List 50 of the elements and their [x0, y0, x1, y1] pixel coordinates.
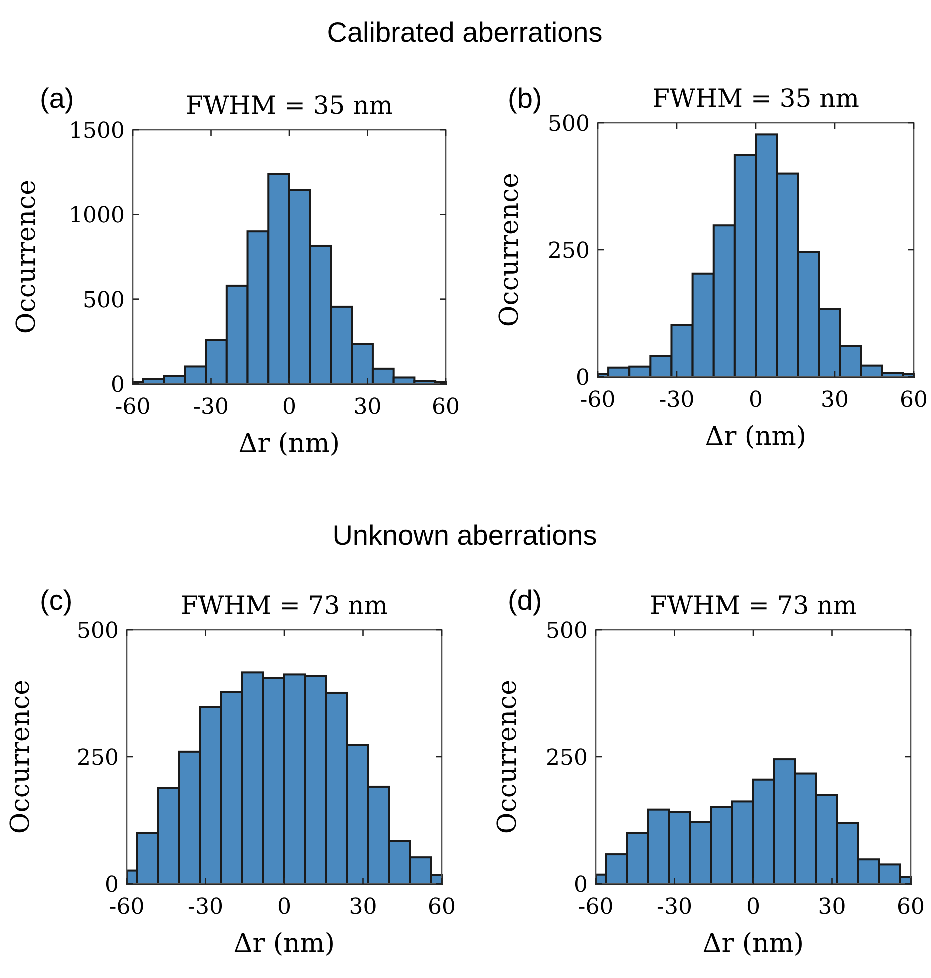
x-tick-label: 60: [428, 895, 456, 920]
x-tick-label: 30: [821, 388, 849, 413]
x-tick-label: 30: [818, 895, 846, 920]
y-axis-title: Occurrence: [495, 172, 525, 328]
y-tick-label: 500: [548, 112, 590, 137]
x-tick-label: -60: [580, 388, 616, 413]
x-tick-label: -30: [188, 895, 224, 920]
chart-title: FWHM = 73 nm: [650, 591, 858, 620]
x-axis-title: Δr (nm): [705, 422, 807, 452]
x-tick-label: 0: [746, 895, 760, 920]
x-tick-label: -30: [657, 895, 692, 920]
x-tick-label: 60: [897, 895, 925, 920]
y-tick-label: 500: [546, 619, 588, 644]
x-tick-label: 60: [432, 395, 460, 420]
chart-title: FWHM = 73 nm: [181, 591, 388, 620]
y-tick-label: 0: [574, 873, 588, 898]
y-tick-label: 1000: [69, 204, 125, 229]
y-tick-label: 250: [546, 746, 588, 771]
x-tick-label: 0: [282, 395, 296, 420]
text: Unknown aberrations: [332, 520, 598, 551]
x-tick-label: 30: [354, 395, 382, 420]
x-axis-title: Δr (nm): [702, 929, 804, 959]
x-tick-label: -30: [659, 388, 695, 413]
y-axis-title: Occurrence: [6, 680, 36, 834]
chart-title: FWHM = 35 nm: [186, 91, 394, 120]
text: (a): [40, 83, 74, 114]
x-tick-label: -60: [109, 895, 145, 920]
x-tick-label: -30: [194, 395, 229, 420]
x-axis-title: Δr (nm): [238, 429, 340, 459]
chart-title: FWHM = 35 nm: [652, 84, 860, 113]
text: (d): [508, 585, 542, 616]
y-tick-label: 250: [77, 746, 119, 771]
y-tick-label: 500: [83, 288, 125, 314]
y-tick-label: 0: [576, 366, 590, 391]
x-tick-label: 30: [349, 895, 378, 920]
x-tick-label: 0: [278, 895, 292, 920]
y-axis-title: Occurrence: [493, 680, 523, 834]
y-tick-label: 500: [77, 619, 119, 644]
y-tick-label: 250: [548, 239, 590, 264]
y-axis-title: Occurrence: [12, 180, 42, 334]
y-tick-label: 0: [105, 873, 119, 898]
x-tick-label: -60: [115, 395, 151, 420]
text: Calibrated aberrations: [327, 17, 603, 48]
x-tick-label: 60: [900, 388, 928, 413]
text: (c): [40, 585, 73, 616]
x-axis-title: Δr (nm): [234, 929, 336, 959]
x-tick-label: 0: [749, 388, 763, 413]
text: (b): [508, 83, 542, 114]
y-tick-label: 1500: [69, 119, 125, 144]
x-tick-label: -60: [578, 895, 614, 920]
